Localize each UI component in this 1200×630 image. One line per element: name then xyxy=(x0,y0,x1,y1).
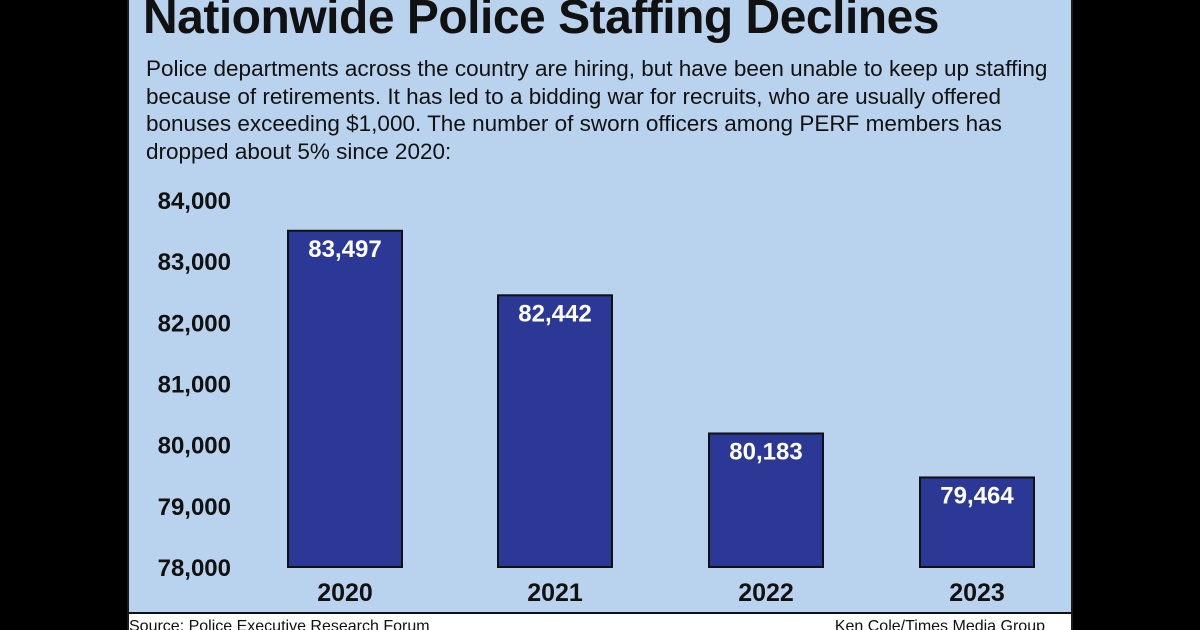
y-tick-label: 82,000 xyxy=(158,310,231,337)
y-tick-label: 81,000 xyxy=(158,372,231,399)
bar-value-label: 83,497 xyxy=(308,236,381,263)
x-category-label: 2020 xyxy=(317,579,373,607)
bar xyxy=(708,432,824,569)
bar xyxy=(919,476,1035,568)
graphic-panel: Nationwide Police Staffing Declines Poli… xyxy=(127,0,1073,630)
chart-description: Police departments across the country ar… xyxy=(146,56,1048,164)
chart-title: Nationwide Police Staffing Declines xyxy=(143,0,940,44)
y-tick-label: 83,000 xyxy=(158,249,231,276)
x-category-label: 2021 xyxy=(527,579,583,607)
bar-value-label: 82,442 xyxy=(518,300,591,327)
bar xyxy=(497,294,613,568)
x-category-label: 2023 xyxy=(949,579,1005,607)
bar xyxy=(287,229,403,568)
y-tick-label: 80,000 xyxy=(158,433,231,460)
bar-value-label: 80,183 xyxy=(729,438,802,465)
x-category-label: 2022 xyxy=(738,579,794,607)
credit-strip: Source: Police Executive Research Forum … xyxy=(129,612,1071,630)
y-tick-label: 84,000 xyxy=(158,188,231,215)
source-line: Source: Police Executive Research Forum xyxy=(129,618,430,630)
artist-credit: Ken Cole/Times Media Group xyxy=(834,618,1045,630)
bar-value-label: 79,464 xyxy=(940,482,1014,509)
y-tick-label: 78,000 xyxy=(158,555,231,582)
bar-chart: 78,000 79,000 80,000 81,000 82,000 83,000 84,0… xyxy=(158,188,1035,607)
y-tick-label: 79,000 xyxy=(158,494,231,521)
